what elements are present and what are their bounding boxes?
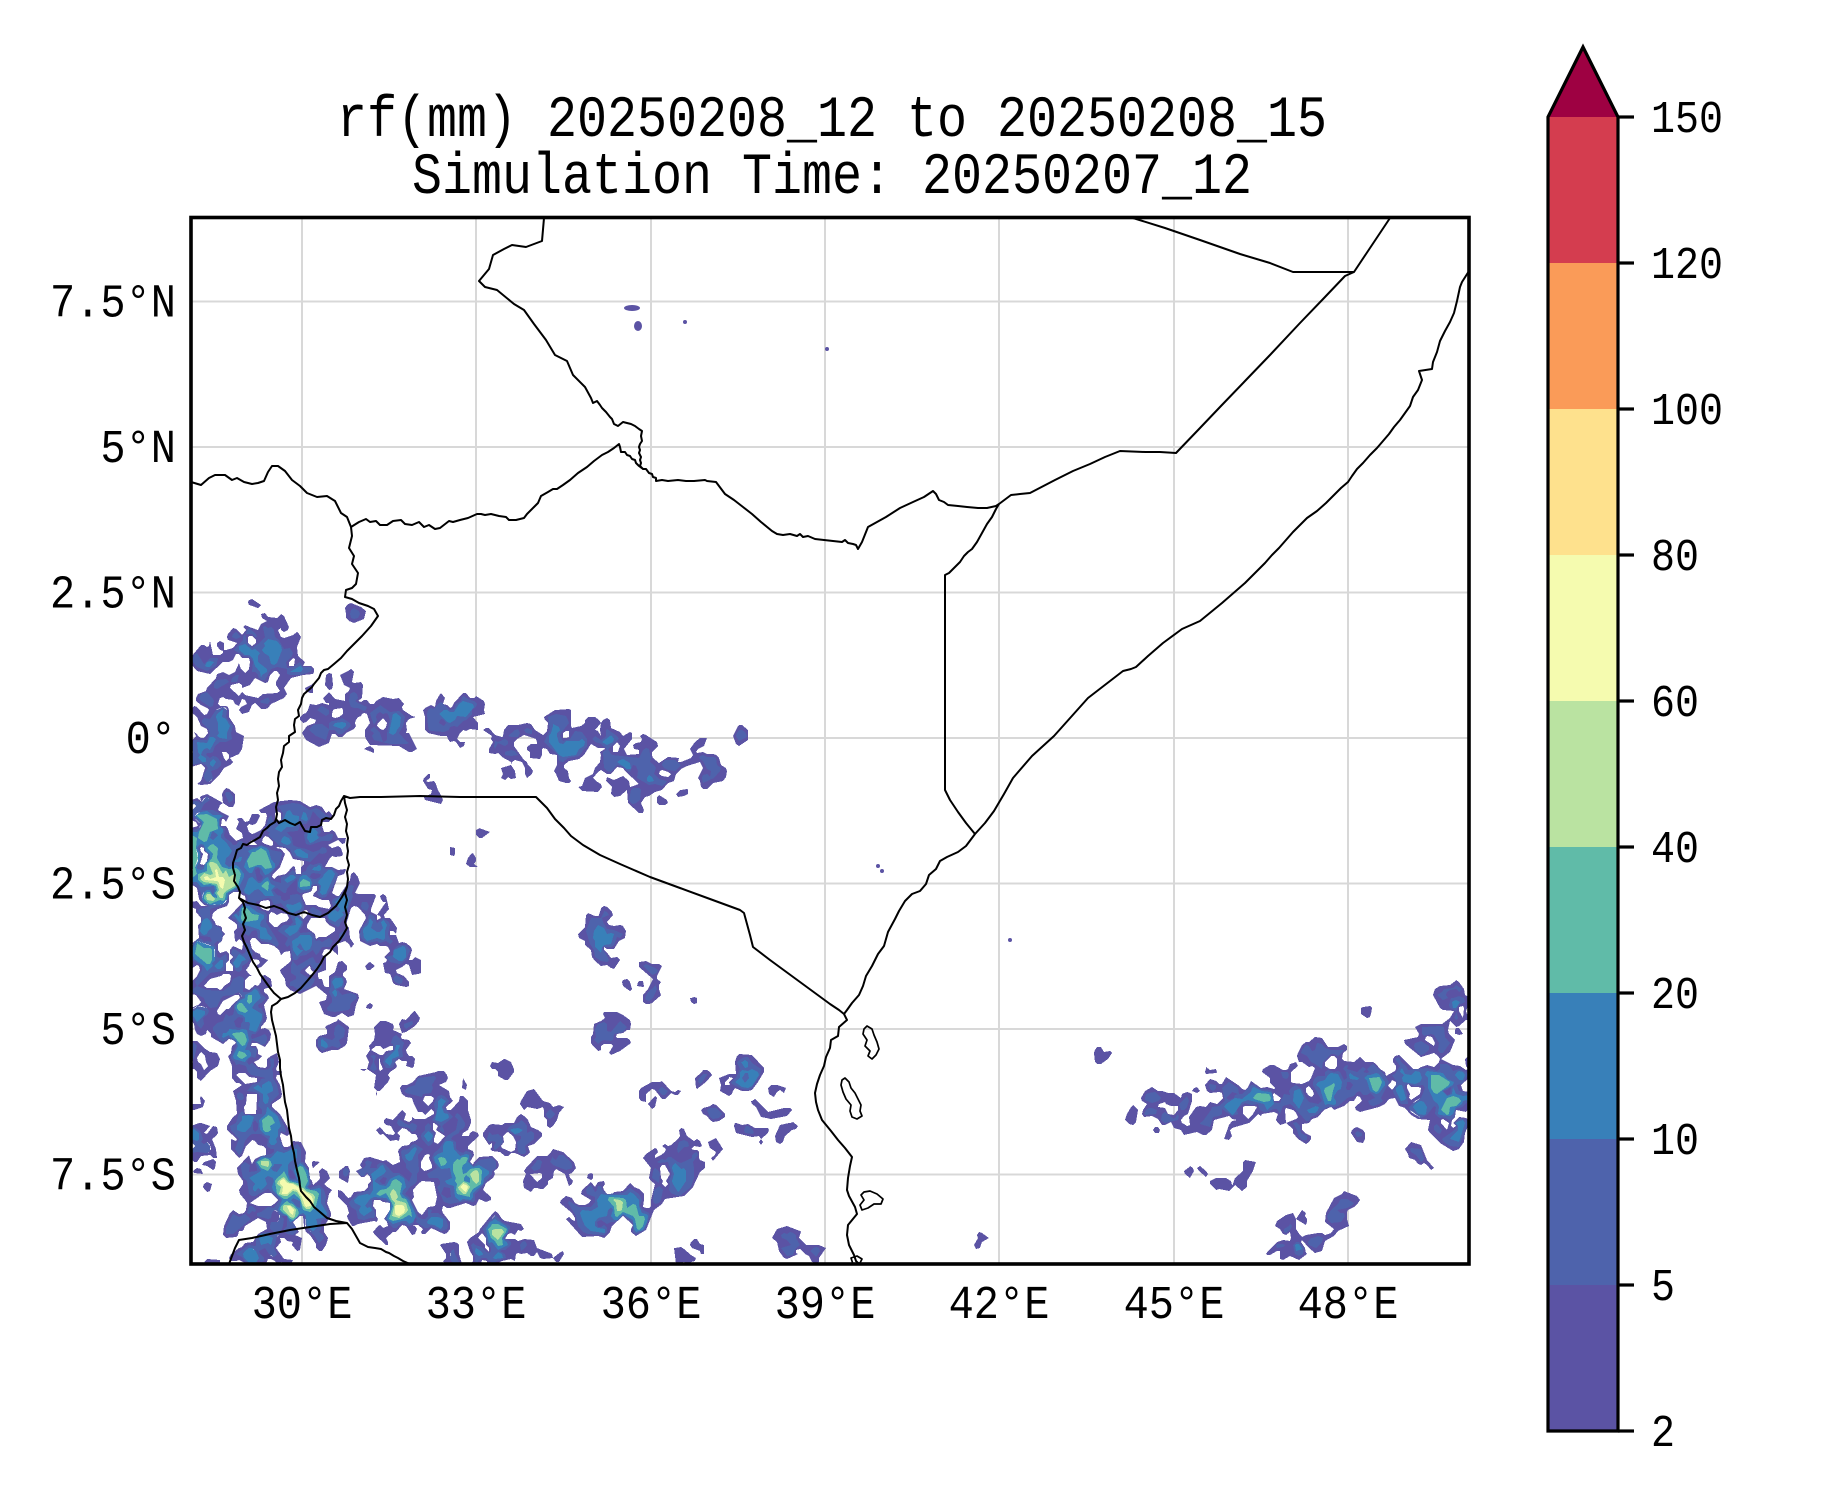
svg-text:0°: 0°: [126, 715, 176, 768]
svg-text:42°E: 42°E: [949, 1280, 1050, 1333]
svg-text:5°S: 5°S: [100, 1006, 176, 1059]
svg-text:Simulation Time: 20250207_12: Simulation Time: 20250207_12: [412, 146, 1252, 212]
svg-text:100: 100: [1651, 386, 1723, 438]
svg-text:7.5°N: 7.5°N: [50, 278, 176, 331]
svg-text:5: 5: [1651, 1262, 1675, 1314]
svg-text:30°E: 30°E: [252, 1280, 353, 1333]
svg-text:150: 150: [1651, 94, 1723, 146]
svg-text:39°E: 39°E: [775, 1280, 876, 1333]
svg-text:10: 10: [1651, 1116, 1699, 1168]
svg-text:rf(mm) 20250208_12 to 20250208: rf(mm) 20250208_12 to 20250208_15: [337, 89, 1327, 155]
svg-text:2.5°S: 2.5°S: [50, 860, 176, 913]
svg-text:36°E: 36°E: [601, 1280, 702, 1333]
svg-text:60: 60: [1651, 678, 1699, 730]
svg-text:2: 2: [1651, 1408, 1675, 1460]
svg-text:45°E: 45°E: [1124, 1280, 1225, 1333]
svg-text:48°E: 48°E: [1298, 1280, 1399, 1333]
svg-text:20: 20: [1651, 970, 1699, 1022]
svg-text:2.5°N: 2.5°N: [50, 569, 176, 622]
svg-text:40: 40: [1651, 824, 1699, 876]
svg-text:80: 80: [1651, 532, 1699, 584]
svg-text:120: 120: [1651, 240, 1723, 292]
svg-text:5°N: 5°N: [100, 424, 176, 477]
svg-text:33°E: 33°E: [426, 1280, 527, 1333]
svg-text:7.5°S: 7.5°S: [50, 1151, 176, 1204]
